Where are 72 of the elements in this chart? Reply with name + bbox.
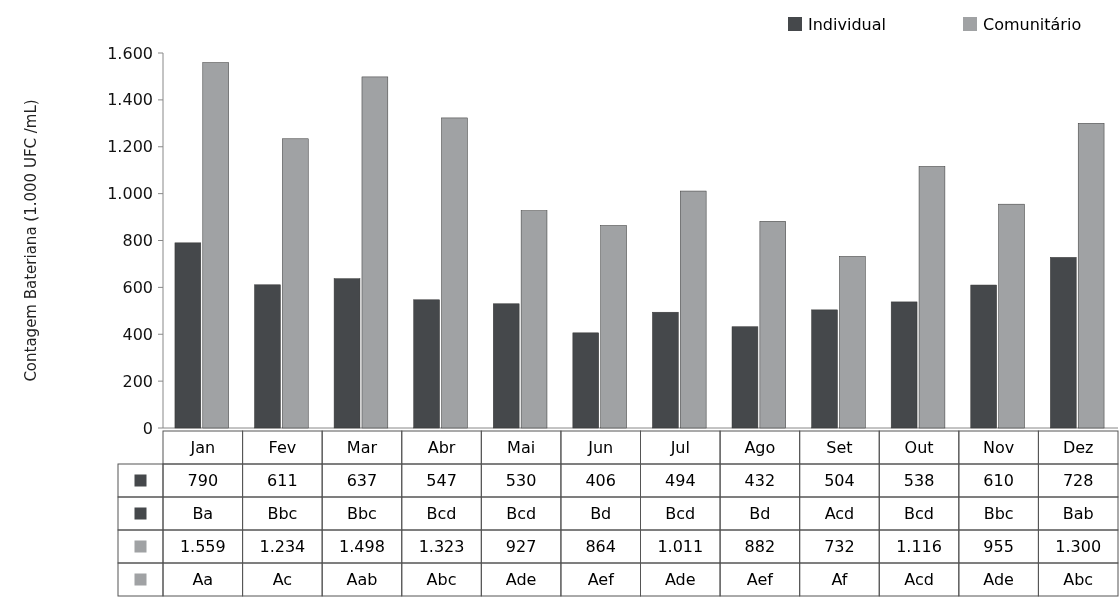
data-label: 637 xyxy=(346,471,378,491)
x-tick-label: Nov xyxy=(983,438,1015,458)
x-tick-label: Out xyxy=(904,438,934,458)
x-tick-label: Set xyxy=(826,438,853,458)
data-label: 955 xyxy=(983,537,1014,557)
y-tick-label: 1.200 xyxy=(107,137,153,157)
text: Af xyxy=(831,570,848,590)
y-tick-label: 1.000 xyxy=(107,184,153,204)
data-label: 1.498 xyxy=(339,537,385,557)
text: Bbc xyxy=(267,504,298,524)
data-label: 927 xyxy=(505,537,537,557)
x-tick-label: Mar xyxy=(346,438,378,458)
x-tick-label: Jul xyxy=(669,438,690,458)
data-label: 1.300 xyxy=(1055,537,1102,557)
data-label: 732 xyxy=(824,537,855,557)
data-label: 1.234 xyxy=(259,537,306,557)
data-label: 882 xyxy=(744,537,776,557)
data-label: 504 xyxy=(824,471,855,491)
data-label: 611 xyxy=(267,471,298,491)
data-label: 790 xyxy=(187,471,219,491)
data-label: 432 xyxy=(744,471,776,491)
data-label: 864 xyxy=(585,537,616,557)
text: Bd xyxy=(749,504,771,524)
text: Aab xyxy=(346,570,378,590)
data-label: 1.559 xyxy=(179,537,226,557)
data-label: 1.323 xyxy=(418,537,465,557)
data-label: 406 xyxy=(585,471,616,491)
text: Ba xyxy=(192,504,214,524)
data-label: 1.011 xyxy=(657,537,704,557)
text: Ade xyxy=(664,570,696,590)
y-tick-label: 200 xyxy=(122,371,153,391)
y-tick-label: 600 xyxy=(122,277,153,297)
text: Ade xyxy=(505,570,537,590)
data-label: 538 xyxy=(903,471,935,491)
y-tick-label: 0 xyxy=(142,418,153,438)
legend-label: Comunitário xyxy=(983,14,1082,34)
data-label: 530 xyxy=(505,471,537,491)
text: Abc xyxy=(1063,570,1094,590)
text: Bbc xyxy=(346,504,377,524)
y-tick-label: 1.400 xyxy=(107,90,153,110)
x-tick-label: Jun xyxy=(587,438,614,458)
y-axis-title: Contagem Bateriana (1.000 UFC /mL) xyxy=(22,99,40,382)
text: Ac xyxy=(272,570,293,590)
x-tick-label: Fev xyxy=(268,438,297,458)
data-label: 610 xyxy=(983,471,1014,491)
text: Bcd xyxy=(665,504,696,524)
y-tick-label: 400 xyxy=(122,324,153,344)
x-tick-label: Ago xyxy=(744,438,776,458)
text: Aef xyxy=(746,570,774,590)
x-tick-label: Jan xyxy=(189,438,216,458)
x-tick-label: Abr xyxy=(427,438,456,458)
text: Acd xyxy=(904,570,934,590)
x-tick-label: Mai xyxy=(507,438,536,458)
legend-label: Individual xyxy=(808,14,886,34)
text: Aa xyxy=(192,570,214,590)
data-label: 547 xyxy=(426,471,457,491)
text: Bd xyxy=(590,504,612,524)
text: Bab xyxy=(1062,504,1094,524)
text: Aef xyxy=(587,570,615,590)
data-label: 1.116 xyxy=(896,537,942,557)
data-label: 728 xyxy=(1062,471,1094,491)
text: Bcd xyxy=(506,504,537,524)
text: Abc xyxy=(426,570,457,590)
y-tick-label: 800 xyxy=(122,231,153,251)
data-label: 494 xyxy=(665,471,696,491)
text: Bcd xyxy=(426,504,457,524)
y-tick-label: 1.600 xyxy=(107,43,153,63)
text: Bbc xyxy=(983,504,1014,524)
text: Bcd xyxy=(904,504,935,524)
text: Acd xyxy=(824,504,855,524)
x-tick-label: Dez xyxy=(1062,438,1094,458)
text: Ade xyxy=(983,570,1014,590)
